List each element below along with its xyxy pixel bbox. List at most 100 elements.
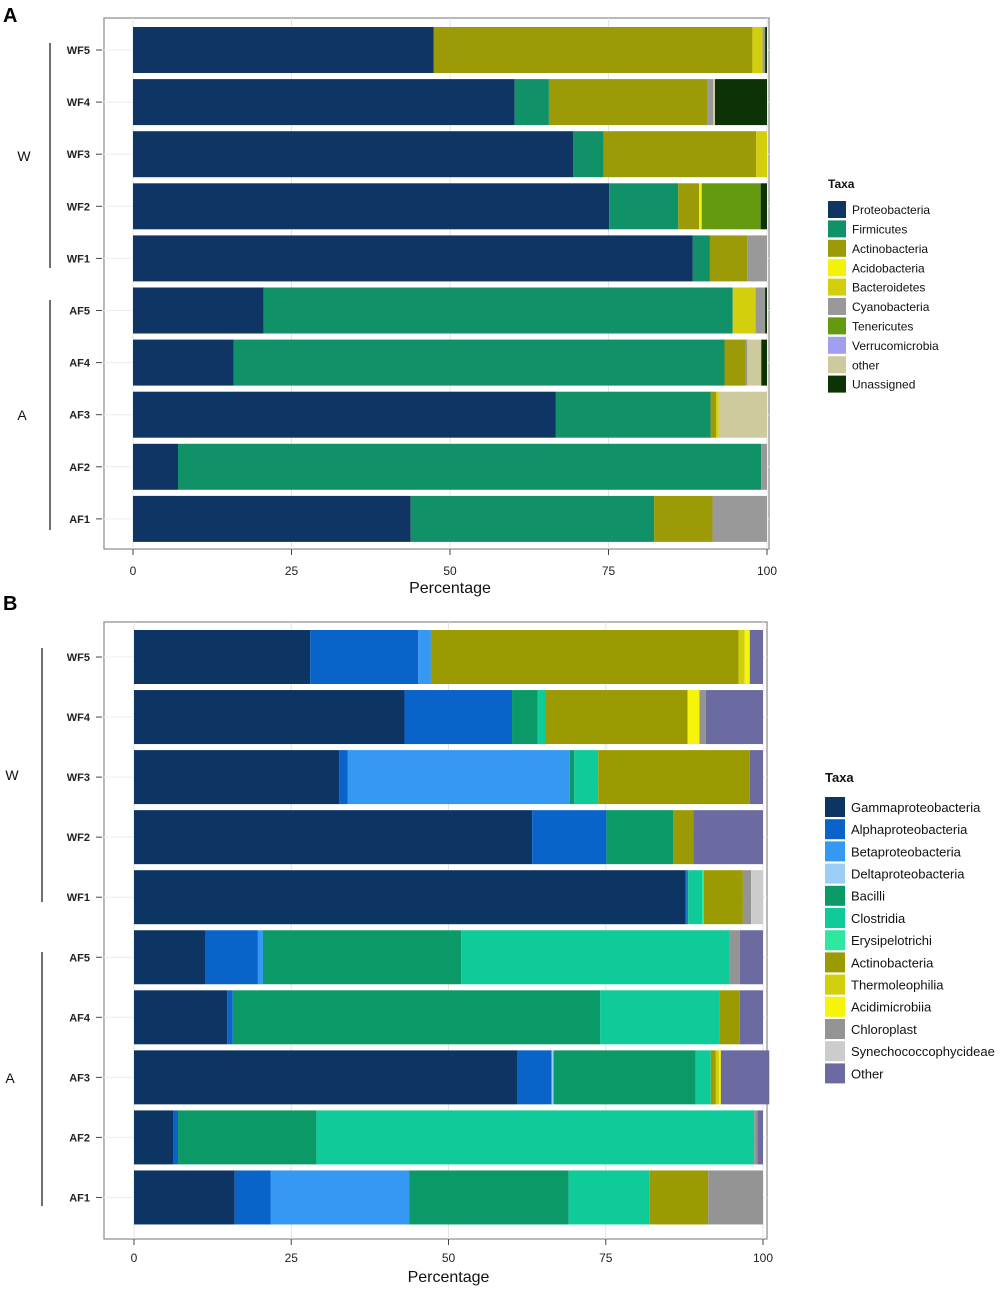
panel-b-bar-segment bbox=[757, 1110, 763, 1165]
panel-b-legend-swatch bbox=[825, 1019, 845, 1039]
panel-a-bar-segment bbox=[724, 339, 746, 386]
panel-b-bar-segment bbox=[649, 1170, 709, 1225]
panel-b-bar-segment bbox=[134, 750, 340, 805]
panel-a-category-label: AF3 bbox=[69, 410, 90, 422]
panel-a-group-label: A bbox=[17, 407, 27, 423]
panel-b-group-label: A bbox=[5, 1070, 15, 1086]
panel-b-legend-label: Erysipelotrichi bbox=[851, 933, 932, 948]
panel-a-bar-segment bbox=[710, 391, 717, 438]
panel-b-legend-label: Bacilli bbox=[851, 889, 885, 904]
panel-a-legend-swatch bbox=[828, 259, 846, 277]
panel-b-legend-swatch bbox=[825, 908, 845, 928]
panel-b-bar-segment bbox=[134, 690, 405, 745]
panel-b-bar-segment bbox=[673, 810, 694, 865]
panel-a-bar-segment bbox=[765, 27, 767, 73]
panel-b-bar-segment bbox=[705, 690, 763, 745]
panel-b-bar-segment bbox=[574, 750, 599, 805]
panel-b-category-label: AF4 bbox=[69, 1012, 91, 1024]
panel-a-legend-label: Unassigned bbox=[852, 378, 915, 392]
panel-b-bar-segment bbox=[257, 930, 263, 985]
panel-a-legend-swatch bbox=[828, 375, 846, 393]
panel-a-bar-segment bbox=[745, 339, 748, 386]
panel-b-category-label: AF5 bbox=[69, 952, 90, 964]
panel-b-bar-segment bbox=[695, 1050, 711, 1105]
panel-b-bar-segment bbox=[751, 870, 763, 925]
panel-b-bar-segment bbox=[532, 810, 607, 865]
panel-b-legend-label: Acidimicrobiia bbox=[851, 1000, 932, 1015]
panel-b-category-label: WF4 bbox=[67, 712, 91, 724]
panel-b-legend-swatch bbox=[825, 885, 845, 906]
panel-b-bar-segment bbox=[568, 1170, 650, 1225]
panel-a-x-tick-label: 75 bbox=[602, 564, 616, 578]
panel-b-bar-segment bbox=[551, 1050, 554, 1105]
panel-b-bar-segment bbox=[754, 1110, 758, 1165]
panel-a-label: A bbox=[3, 5, 17, 27]
panel-b-legend-label: Actinobacteria bbox=[851, 955, 934, 970]
panel-a-legend-label: Firmicutes bbox=[852, 222, 907, 236]
panel-b-bar-segment bbox=[227, 990, 233, 1045]
panel-a-bar-segment bbox=[715, 79, 767, 126]
panel-a-bar-segment bbox=[713, 79, 716, 126]
panel-a-bar-segment bbox=[716, 391, 719, 438]
panel-b-group-label: W bbox=[5, 767, 19, 783]
panel-a-bar-segment bbox=[548, 79, 708, 126]
panel-b-legend-label: Synechococcophycideae bbox=[851, 1044, 995, 1059]
panel-a-bar-segment bbox=[707, 79, 714, 126]
panel-b-bar-segment bbox=[347, 750, 570, 805]
panel-a-bar-segment bbox=[756, 131, 767, 178]
panel-a-bar-segment bbox=[555, 391, 711, 438]
panel-b-bar-segment bbox=[710, 1050, 716, 1105]
panel-a-bar-segment bbox=[761, 339, 767, 386]
panel-a-bar-segment bbox=[133, 235, 693, 282]
panel-a-category-label: WF2 bbox=[67, 201, 90, 213]
panel-b-bar-segment bbox=[600, 990, 720, 1045]
panel-a-bar-segment bbox=[133, 339, 234, 386]
panel-b-bar-segment bbox=[172, 1110, 179, 1165]
panel-b-bar-segment bbox=[517, 1050, 552, 1105]
panel-a-bar-segment bbox=[133, 183, 610, 230]
panel-b-bar-segment bbox=[693, 810, 763, 865]
panel-b-legend-label: Betaproteobacteria bbox=[851, 844, 962, 859]
panel-b-x-tick-label: 25 bbox=[285, 1251, 299, 1265]
panel-b-bar-segment bbox=[749, 750, 763, 805]
panel-b-legend-label: Thermoleophilia bbox=[851, 978, 944, 993]
panel-b-legend-label: Deltaproteobacteria bbox=[851, 867, 965, 882]
panel-a-group-label: W bbox=[17, 148, 31, 164]
panel-a-bar-segment bbox=[762, 27, 766, 73]
panel-b-legend-label: Alphaproteobacteria bbox=[851, 822, 968, 837]
panel-b-bar-segment bbox=[708, 1170, 763, 1225]
panel-b-bar-segment bbox=[699, 690, 706, 745]
panel-b-legend-swatch bbox=[825, 930, 845, 951]
panel-b-bar-segment bbox=[739, 930, 763, 985]
panel-a-legend-title: Taxa bbox=[828, 177, 855, 191]
panel-b-legend-label: Clostridia bbox=[851, 911, 906, 926]
panel-b-bar-segment bbox=[232, 990, 601, 1045]
panel-a-x-tick-label: 25 bbox=[285, 564, 299, 578]
panel-a-legend-swatch bbox=[828, 239, 846, 257]
panel-b-bar-segment bbox=[270, 1170, 410, 1225]
panel-b-x-tick-label: 75 bbox=[599, 1251, 613, 1265]
panel-a-bar-segment bbox=[133, 495, 411, 542]
panel-b-category-label: AF3 bbox=[69, 1072, 90, 1084]
panel-b-bar-segment bbox=[178, 1110, 317, 1165]
panel-a-bar-segment bbox=[747, 339, 762, 386]
panel-b-bar-segment bbox=[749, 630, 763, 684]
panel-b-bar-segment bbox=[512, 690, 538, 745]
panel-a-legend: Taxa Proteobacteria Firmicutes Actinobacter… bbox=[828, 177, 939, 393]
panel-b-legend-swatch bbox=[825, 819, 845, 840]
panel-b-bar-segment bbox=[316, 1110, 755, 1165]
panel-a-bar-segment bbox=[178, 443, 762, 490]
panel-a-legend-label: Proteobacteria bbox=[852, 203, 930, 217]
panel-b-category-label: AF1 bbox=[69, 1192, 90, 1204]
panel-a-bar-segment bbox=[263, 287, 733, 334]
panel-b-legend-swatch bbox=[825, 841, 845, 862]
panel-b-bar-segment bbox=[205, 930, 258, 985]
panel-b-bar-segment bbox=[685, 870, 687, 925]
panel-a-bar-segment bbox=[747, 235, 767, 282]
panel-b-legend-title: Taxa bbox=[825, 770, 854, 785]
panel-b-bar-segment bbox=[545, 690, 688, 745]
panel-a-bar-segment bbox=[760, 183, 767, 230]
panel-b-bar-segment bbox=[744, 630, 750, 684]
panel-a-bar-segment bbox=[133, 131, 573, 178]
panel-a-bar-segment bbox=[514, 79, 549, 126]
